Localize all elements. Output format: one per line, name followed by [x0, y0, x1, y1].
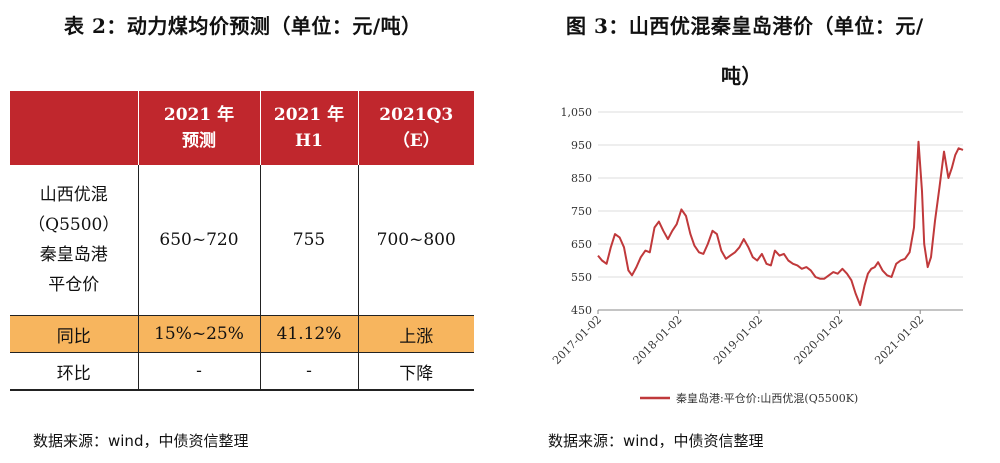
forecast-table: 2021 年 预测 2021 年 H1 2021Q3 （E） 山西优混 （Q55… — [10, 91, 474, 391]
header-line1: 2021 年 — [163, 105, 235, 125]
x-tick-label: 2021-01-02 — [872, 313, 926, 367]
row-label-price: 山西优混 （Q5500） 秦皇岛港 平仓价 — [10, 165, 139, 316]
y-tick-label: 1,050 — [561, 106, 593, 119]
row-label-qoq: 环比 — [10, 352, 139, 391]
chart-title-line2: 吨） — [721, 64, 762, 88]
x-axis-ticks: 2017-01-02 2018-01-02 2019-01-02 2020-01-02… — [550, 310, 926, 367]
header-line2: （E） — [392, 131, 440, 151]
y-tick-label: 650 — [571, 238, 592, 251]
row-label-line: 平仓价 — [48, 275, 100, 295]
cell-yoy-2021: 15%~25% — [138, 315, 261, 353]
x-tick-label: 2017-01-02 — [550, 313, 604, 367]
cell-price-h1: 755 — [260, 165, 359, 316]
header-cell-empty — [10, 91, 139, 165]
x-tick-label: 2020-01-02 — [792, 313, 846, 367]
y-tick-label: 450 — [571, 304, 592, 317]
cell-price-q3: 700~800 — [358, 165, 474, 316]
header-line2: 预测 — [182, 131, 216, 151]
chart-legend: 秦皇岛港:平仓价:山西优混(Q5500K) — [640, 391, 858, 405]
header-line1: 2021Q3 — [379, 105, 454, 125]
cell-qoq-2021: - — [138, 352, 261, 391]
header-line2: H1 — [295, 131, 323, 151]
table-row-qoq: 环比 - - 下降 — [10, 352, 474, 391]
y-tick-label: 850 — [571, 172, 592, 185]
chart-title-line1: 图 3：山西优混秦皇岛港价（单位：元/ — [566, 14, 924, 38]
price-line-chart: 1,050 950 850 750 650 550 450 2017-01-02 2018-0… — [550, 106, 964, 405]
cell-qoq-h1: - — [260, 352, 359, 391]
row-label-line: 山西优混 — [39, 185, 108, 205]
header-cell-2021q3: 2021Q3 （E） — [358, 91, 474, 165]
y-tick-label: 950 — [571, 139, 592, 152]
header-cell-2021-forecast: 2021 年 预测 — [138, 91, 261, 165]
series-line — [597, 140, 964, 307]
table-source-note: 数据来源：wind，中债资信整理 — [33, 432, 249, 450]
header-cell-2021-h1: 2021 年 H1 — [260, 91, 359, 165]
row-label-line: 秦皇岛港 — [39, 245, 108, 265]
table-row-yoy: 同比 15%~25% 41.12% 上涨 — [10, 315, 474, 353]
y-tick-label: 750 — [571, 205, 592, 218]
row-label-yoy: 同比 — [10, 315, 139, 353]
x-tick-label: 2019-01-02 — [711, 313, 765, 367]
cell-price-2021: 650~720 — [138, 165, 261, 316]
table-header-row: 2021 年 预测 2021 年 H1 2021Q3 （E） — [10, 91, 474, 165]
y-tick-label: 550 — [571, 271, 592, 284]
table-title: 表 2：动力煤均价预测（单位：元/吨） — [64, 14, 422, 38]
header-line1: 2021 年 — [273, 105, 345, 125]
chart-grid — [598, 111, 963, 311]
cell-yoy-q3: 上涨 — [358, 315, 474, 353]
cell-yoy-h1: 41.12% — [260, 315, 359, 353]
y-axis-ticks: 1,050 950 850 750 650 550 450 — [561, 106, 593, 317]
cell-qoq-q3: 下降 — [358, 352, 474, 391]
chart-source-note: 数据来源：wind，中债资信整理 — [548, 432, 764, 450]
legend-label: 秦皇岛港:平仓价:山西优混(Q5500K) — [676, 391, 858, 405]
table-row-price: 山西优混 （Q5500） 秦皇岛港 平仓价 650~720 755 700~80… — [10, 165, 474, 316]
x-tick-label: 2018-01-02 — [631, 313, 685, 367]
row-label-line: （Q5500） — [28, 215, 120, 235]
